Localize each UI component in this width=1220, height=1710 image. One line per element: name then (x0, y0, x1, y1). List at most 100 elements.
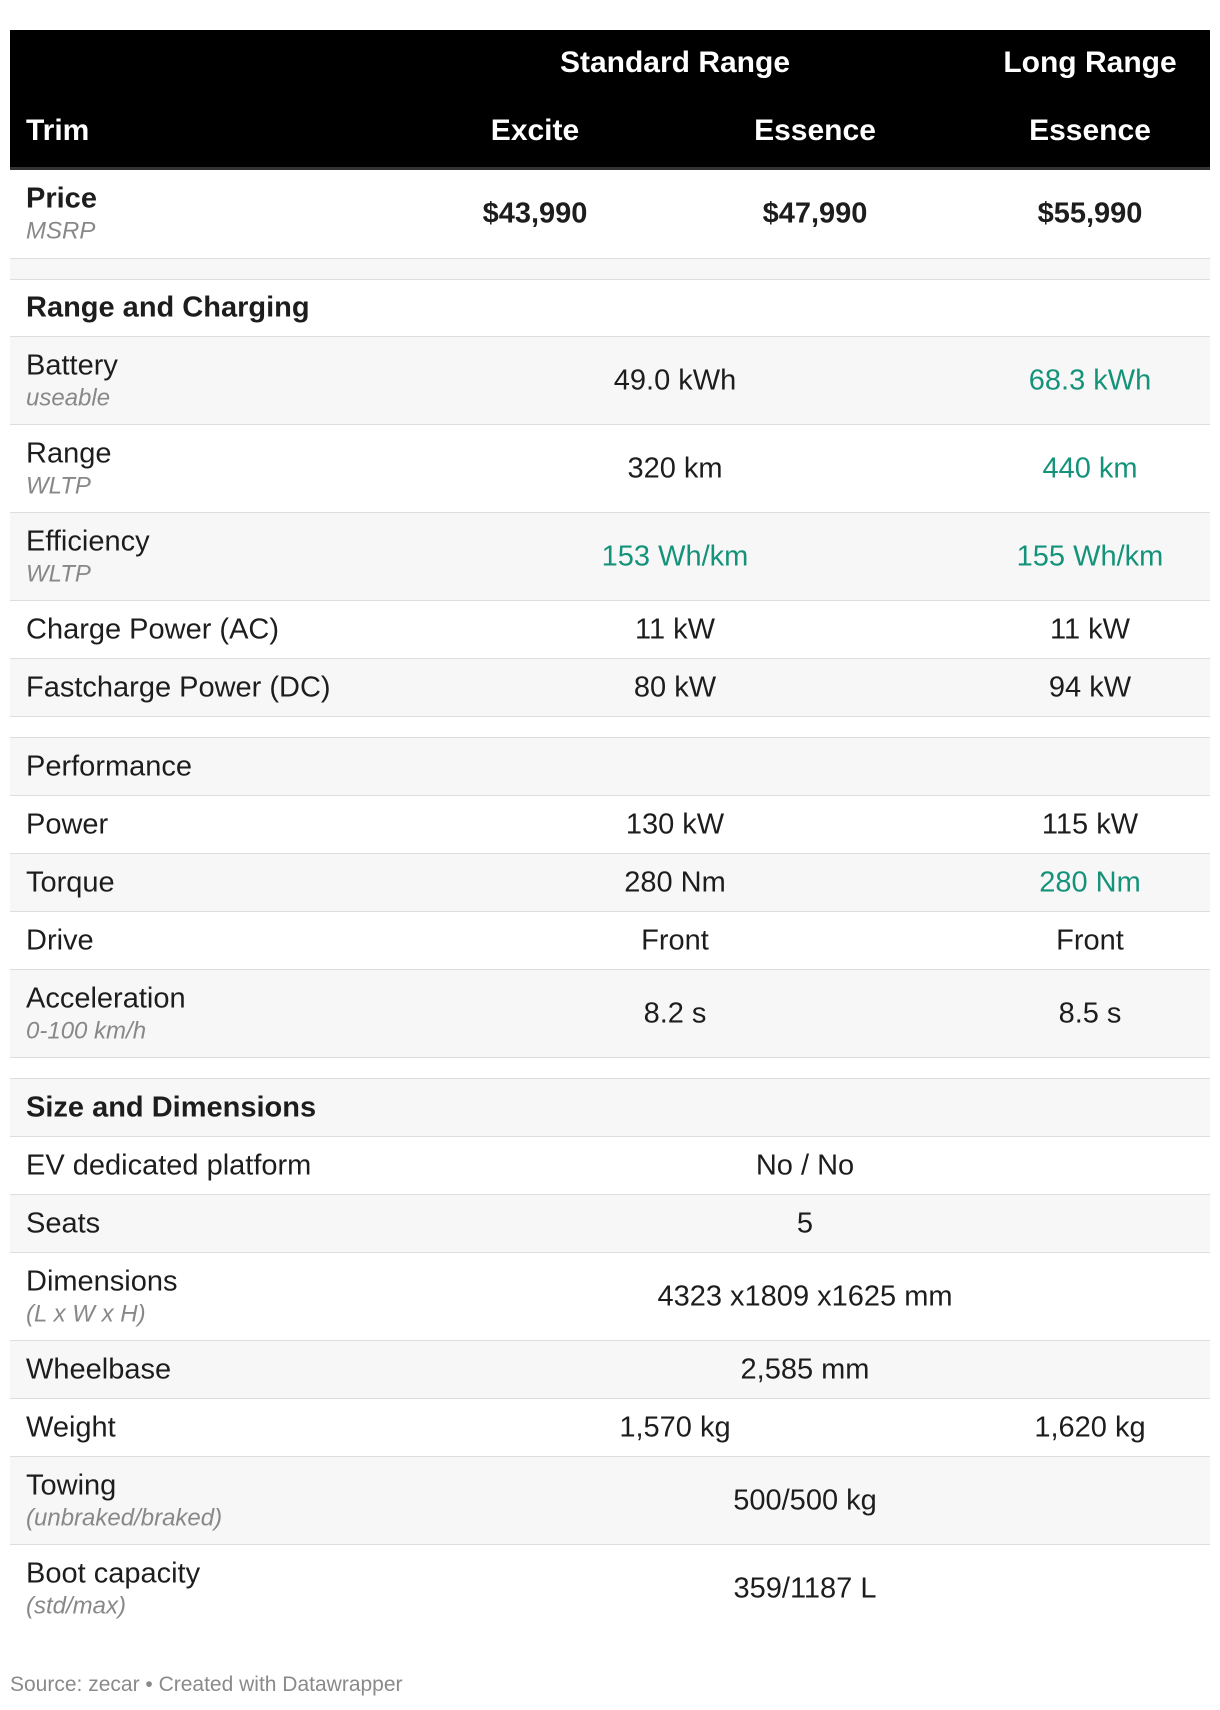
row-note: MSRP (26, 217, 96, 245)
section-performance: Performance (10, 738, 1210, 796)
acceleration-long: 8.5 s (1058, 997, 1122, 1029)
weight-standard: 1,570 kg (619, 1411, 731, 1443)
row-label-text: Dimensions (26, 1265, 178, 1297)
section-spacer (10, 1058, 1210, 1079)
row-label-text: Acceleration (26, 982, 186, 1014)
specs-table: Standard Range Long Range Trim Excite Es… (10, 30, 1210, 1633)
row-label: Acceleration 0-100 km/h (26, 982, 186, 1045)
section-label: Size and Dimensions (26, 1091, 316, 1124)
table-row-charge-dc: Fastcharge Power (DC) 80 kW 94 kW (10, 659, 1210, 717)
row-note: WLTP (26, 560, 91, 587)
column-group-long-range: Long Range (1003, 46, 1177, 79)
torque-standard: 280 Nm (624, 866, 726, 898)
table-row-price: Price MSRP $43,990 $47,990 $55,990 (10, 170, 1210, 259)
row-note: (unbraked/braked) (26, 1504, 223, 1531)
charge-ac-standard: 11 kW (634, 613, 716, 645)
row-label: Drive (26, 924, 94, 957)
price-essence-standard: $47,990 (762, 197, 868, 230)
price-excite: $43,990 (482, 197, 588, 230)
wheelbase-all: 2,585 mm (740, 1353, 870, 1385)
row-label: Charge Power (AC) (26, 613, 279, 646)
weight-long: 1,620 kg (1034, 1411, 1146, 1443)
row-label-header: Trim (26, 114, 90, 147)
row-label-text: Towing (26, 1469, 117, 1501)
table-row-drive: Drive Front Front (10, 912, 1210, 970)
seats-all: 5 (796, 1207, 814, 1239)
table-row-efficiency: Efficiency WLTP 153 Wh/km 155 Wh/km (10, 513, 1210, 601)
row-label: Efficiency WLTP (26, 525, 150, 588)
power-standard: 130 kW (625, 808, 725, 840)
section-label: Performance (26, 750, 192, 783)
section-title: Performance (26, 750, 193, 782)
charge-ac-long: 11 kW (1049, 613, 1131, 645)
range-long: 440 km (1042, 452, 1138, 484)
table-row-towing: Towing (unbraked/braked) 500/500 kg (10, 1457, 1210, 1545)
row-label: Seats (26, 1207, 100, 1240)
ev-platform-all: No / No (755, 1149, 855, 1181)
table-row-boot-capacity: Boot capacity (std/max) 359/1187 L (10, 1545, 1210, 1633)
row-label-text: Boot capacity (26, 1557, 201, 1590)
row-label: Fastcharge Power (DC) (26, 671, 331, 704)
table-row-range: Range WLTP 320 km 440 km (10, 425, 1210, 513)
charge-dc-long: 94 kW (1048, 671, 1132, 703)
table-row-ev-platform: EV dedicated platform No / No (10, 1137, 1210, 1195)
row-label: Boot capacity (std/max) (26, 1558, 200, 1621)
column-header-excite: Excite (490, 114, 580, 147)
row-label-text: Charge Power (AC) (26, 613, 280, 645)
row-label-text: EV dedicated platform (26, 1149, 312, 1181)
charge-dc-standard: 80 kW (633, 671, 717, 703)
table-row-battery: Battery useable 49.0 kWh 68.3 kWh (10, 337, 1210, 425)
row-label: Price MSRP (26, 183, 97, 246)
table-row-wheelbase: Wheelbase 2,585 mm (10, 1341, 1210, 1399)
section-label: Range and Charging (26, 292, 310, 325)
row-label: Torque (26, 866, 115, 899)
section-spacer (10, 717, 1210, 738)
row-label: EV dedicated platform (26, 1149, 311, 1182)
row-label: Range WLTP (26, 437, 111, 500)
row-label-text: Torque (26, 866, 115, 898)
table-row-dimensions: Dimensions (L x W x H) 4323 x1809 x1625 … (10, 1253, 1210, 1341)
row-note: useable (26, 384, 111, 411)
boot-capacity-all: 359/1187 L (733, 1572, 877, 1605)
acceleration-standard: 8.2 s (643, 997, 707, 1029)
efficiency-long: 155 Wh/km (1016, 540, 1164, 572)
battery-standard: 49.0 kWh (613, 364, 737, 396)
row-label-text: Seats (26, 1207, 101, 1239)
towing-all: 500/500 kg (733, 1484, 877, 1516)
source-footer: Source: zecar • Created with Datawrapper (10, 1673, 403, 1696)
power-long: 115 kW (1041, 808, 1139, 840)
table-header: Standard Range Long Range Trim Excite Es… (10, 30, 1210, 170)
torque-long: 280 Nm (1039, 866, 1141, 898)
row-label-text: Drive (26, 924, 94, 956)
row-label: Weight (26, 1411, 116, 1444)
row-note: (L x W x H) (26, 1300, 146, 1327)
table-row-power: Power 130 kW 115 kW (10, 796, 1210, 854)
column-group-standard-range: Standard Range (559, 46, 791, 79)
row-label: Towing (unbraked/braked) (26, 1469, 222, 1532)
row-label-text: Fastcharge Power (DC) (26, 671, 331, 703)
column-header-essence-standard: Essence (754, 114, 876, 147)
row-label-text: Power (26, 808, 109, 840)
row-label: Wheelbase (26, 1353, 171, 1386)
row-note: 0-100 km/h (26, 1017, 147, 1044)
table-row-acceleration: Acceleration 0-100 km/h 8.2 s 8.5 s (10, 970, 1210, 1058)
section-size-dimensions: Size and Dimensions (10, 1079, 1210, 1137)
row-label: Power (26, 808, 108, 841)
range-standard: 320 km (627, 452, 723, 484)
drive-standard: Front (641, 924, 709, 956)
row-label: Dimensions (L x W x H) (26, 1265, 178, 1328)
section-title: Range and Charging (26, 291, 310, 324)
row-note: (std/max) (26, 1592, 127, 1620)
row-label: Battery useable (26, 349, 118, 412)
row-label-text: Range (26, 437, 112, 469)
efficiency-standard: 153 Wh/km (601, 540, 749, 572)
row-label-text: Efficiency (26, 525, 150, 557)
column-header-essence-long: Essence (1029, 114, 1151, 147)
table-row-seats: Seats 5 (10, 1195, 1210, 1253)
section-title: Size and Dimensions (26, 1091, 317, 1123)
row-note: WLTP (26, 472, 91, 499)
section-spacer (10, 259, 1210, 280)
table-row-charge-ac: Charge Power (AC) 11 kW 11 kW (10, 601, 1210, 659)
battery-long: 68.3 kWh (1028, 364, 1152, 396)
section-range-charging: Range and Charging (10, 280, 1210, 337)
